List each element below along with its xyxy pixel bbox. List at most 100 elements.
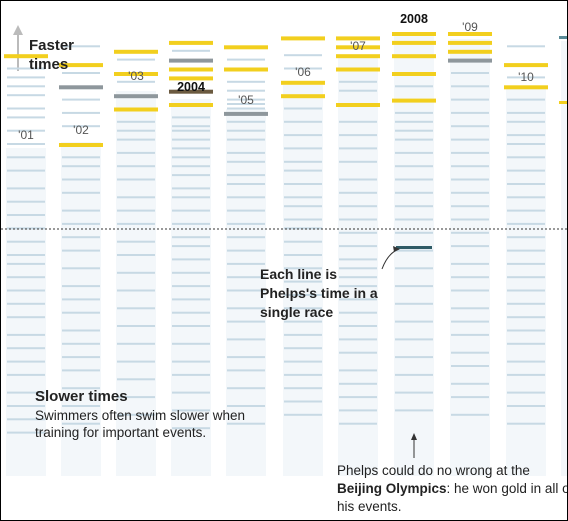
race-time-line [284,373,322,376]
race-time-line [451,98,489,101]
race-time-line [395,205,433,208]
year-column-bg [394,32,434,476]
race-time-line [227,369,265,372]
race-time-line [227,387,265,390]
race-time-line [451,351,489,354]
race-time-line [117,196,155,199]
race-time-line [62,369,100,372]
race-time-line [395,120,433,123]
silver-medal-line [59,85,103,90]
race-time-line [7,240,45,243]
race-time-line [284,400,322,403]
race-time-line [227,356,265,359]
race-time-line [451,333,489,336]
race-time-line [507,262,545,265]
race-time-line [62,178,100,181]
beijing-note-prefix: Phelps could do no wrong at the [337,463,530,478]
race-time-line [7,431,45,434]
race-time-line [395,178,433,181]
race-time-line [172,116,210,119]
race-time-line [172,222,210,225]
race-time-line [451,231,489,234]
race-time-line [227,196,265,199]
gold-medal-line [504,63,548,68]
race-time-line [284,205,322,208]
gold-medal-line [114,49,158,54]
race-time-line [451,262,489,265]
race-time-line [117,178,155,181]
gold-medal-line [392,32,436,36]
race-time-line [7,302,45,305]
race-time-line [172,147,210,150]
race-time-line [117,342,155,345]
year-label: '10 [518,70,534,84]
race-time-line [117,271,155,274]
race-time-line [451,289,489,292]
race-time-line [451,320,489,323]
race-time-line [7,67,45,70]
race-time-line [284,169,322,172]
race-time-line [117,325,155,327]
race-time-line [395,302,433,305]
silver-medal-line [448,58,492,63]
race-time-line [284,147,322,150]
race-time-line [172,311,210,314]
race-time-line [339,325,377,327]
race-time-line [507,422,545,425]
race-time-line [284,160,322,163]
race-time-line [117,58,155,61]
race-time-line [62,72,100,74]
race-time-line [7,316,45,319]
year-column-bg [338,57,378,476]
race-time-line [451,307,489,310]
year-column-bg [506,88,546,476]
gold-medal-line [169,40,213,45]
race-time-line [7,262,45,265]
race-time-line [395,409,433,412]
race-time-line [227,405,265,407]
race-time-line [339,160,377,163]
race-time-line [507,249,545,252]
silver-medal-line [224,111,268,116]
race-time-line [451,85,489,88]
race-time-line [117,396,155,399]
race-time-line [507,329,545,332]
race-time-line [227,222,265,225]
race-time-line [117,378,155,381]
race-time-line [227,289,265,292]
race-time-line [227,236,265,239]
race-time-line [284,347,322,350]
race-time-line [172,156,210,159]
race-time-line [7,227,45,230]
race-time-line [172,245,210,248]
race-time-line [507,289,545,292]
gold-medal-line [224,67,268,72]
year-label: '03 [128,69,144,83]
race-time-line [507,236,545,239]
race-time-line [339,396,377,399]
race-time-line [117,80,155,83]
gold-medal-line [4,54,48,59]
race-time-line [62,125,100,128]
race-time-line [451,276,489,279]
race-time-line [7,116,45,119]
race-time-line [227,209,265,212]
race-time-line [284,196,322,199]
race-time-line [339,311,377,314]
race-time-line [117,222,155,225]
year-column-bg [450,39,490,476]
gold-medal-line [392,40,436,45]
race-time-line [507,156,545,159]
race-time-line [172,298,210,301]
race-time-line [284,107,322,110]
gold-medal-line [448,32,492,36]
race-time-line [172,174,210,177]
race-time-line [172,258,210,261]
gold-medal-line [169,76,213,81]
race-time-line [395,391,433,394]
race-time-line [227,174,265,177]
race-time-line [395,191,433,194]
gold-medal-line [224,45,268,50]
race-time-line [172,360,210,363]
race-time-line [339,267,377,270]
